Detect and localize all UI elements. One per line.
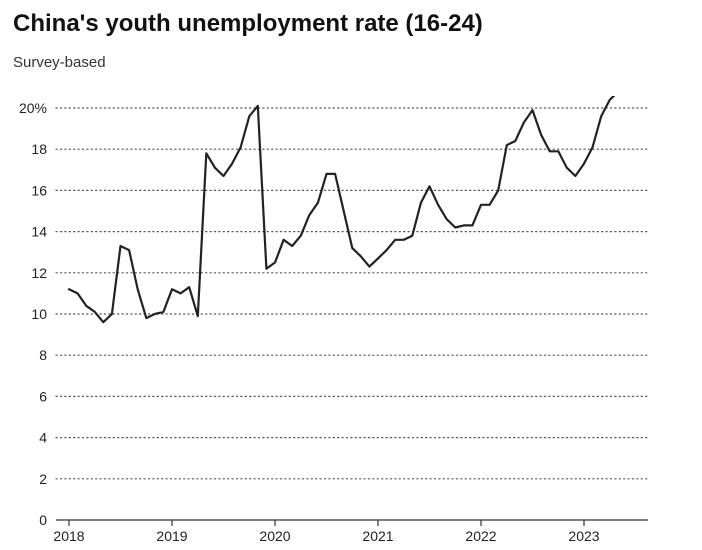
y-tick-label: 4 (39, 430, 47, 446)
y-tick-label: 10 (31, 306, 47, 322)
series-layer (67, 96, 616, 324)
y-tick-label: 8 (39, 347, 47, 363)
y-tick-label: 18 (31, 141, 47, 157)
y-tick-label: 0 (39, 512, 47, 528)
x-tick-label: 2021 (362, 528, 393, 544)
y-tick-label: 20% (19, 100, 47, 116)
y-tick-label: 12 (31, 265, 47, 281)
series-line (67, 96, 616, 324)
x-tick-label: 2023 (568, 528, 599, 544)
x-tick-label: 2022 (465, 528, 496, 544)
y-tick-labels: 0 2 4 6 8 10 12 14 16 18 20% (19, 100, 47, 528)
y-tick-label: 6 (39, 388, 47, 404)
y-tick-label: 16 (31, 182, 47, 198)
x-tick-label: 2019 (156, 528, 187, 544)
chart-subtitle: Survey-based (13, 54, 106, 71)
y-tick-label: 2 (39, 471, 47, 487)
grid-layer (55, 107, 649, 480)
x-tick-label: 2018 (53, 528, 84, 544)
y-tick-label: 14 (31, 224, 47, 240)
chart-title: China's youth unemployment rate (16-24) (13, 10, 483, 37)
x-tick-label: 2020 (259, 528, 290, 544)
x-axis: 2018 2019 2020 2021 2022 2023 (53, 519, 648, 544)
